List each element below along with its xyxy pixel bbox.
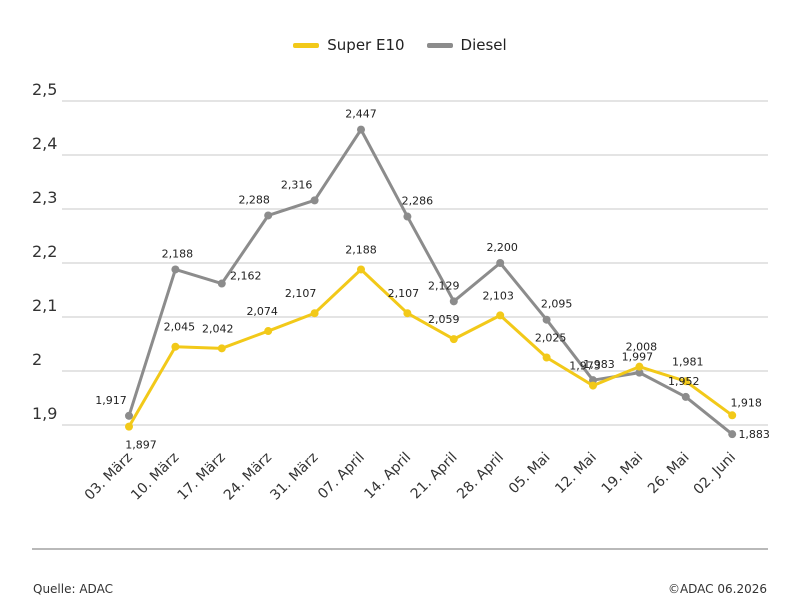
data-label-super-e10: 1,973	[569, 360, 601, 373]
footer-divider	[32, 548, 768, 550]
data-label-super-e10: 2,042	[202, 322, 234, 335]
y-tick-label: 2	[32, 350, 42, 369]
data-label-diesel: 2,129	[428, 279, 460, 292]
data-label-super-e10: 1,918	[730, 396, 762, 409]
x-tick-label: 07. April	[315, 450, 368, 503]
legend-label-super-e10: Super E10	[327, 36, 405, 54]
data-label-super-e10: 2,103	[482, 289, 514, 302]
y-tick-label: 1,9	[32, 404, 57, 423]
y-tick-label: 2,2	[32, 242, 57, 261]
y-tick-label: 2,3	[32, 188, 57, 207]
data-label-super-e10: 2,107	[285, 287, 317, 300]
data-point-diesel	[310, 196, 319, 205]
data-label-diesel: 2,286	[402, 195, 434, 208]
footer-copyright: ©ADAC 06.2026	[667, 582, 767, 596]
data-label-diesel: 1,883	[738, 428, 770, 441]
data-point-super-e10	[171, 342, 180, 351]
data-label-diesel: 1,952	[668, 375, 700, 388]
legend-label-diesel: Diesel	[460, 36, 507, 54]
x-tick-label: 10. März	[128, 450, 182, 504]
data-label-super-e10: 2,188	[345, 243, 377, 256]
data-label-diesel: 2,200	[486, 241, 518, 254]
series-line-super-e10	[127, 267, 734, 429]
data-label-diesel: 1,917	[95, 394, 127, 407]
data-point-super-e10	[449, 335, 458, 344]
data-label-diesel: 2,447	[345, 108, 377, 121]
data-point-diesel	[357, 125, 365, 134]
data-point-super-e10	[542, 353, 551, 362]
x-tick-label: 26. Mai	[645, 450, 693, 498]
data-point-super-e10	[264, 327, 273, 336]
x-tick-label: 05. Mai	[506, 450, 554, 498]
y-tick-label: 2,4	[32, 134, 57, 153]
data-label-diesel: 2,288	[238, 193, 270, 206]
footer-source: Quelle: ADAC	[33, 582, 113, 596]
data-point-diesel	[264, 211, 273, 220]
data-label-super-e10: 2,045	[164, 321, 196, 334]
data-point-super-e10	[357, 265, 365, 274]
legend-item-diesel: Diesel	[426, 36, 507, 54]
data-point-super-e10	[310, 309, 319, 318]
legend-swatch-super-e10	[293, 42, 320, 48]
data-point-diesel	[542, 315, 551, 324]
legend-item-super-e10: Super E10	[293, 36, 405, 54]
data-point-super-e10	[635, 362, 644, 371]
data-label-super-e10: 1,981	[672, 355, 704, 368]
data-label-diesel: 2,316	[281, 178, 313, 191]
data-point-diesel	[171, 265, 180, 274]
data-point-diesel	[449, 297, 458, 306]
x-tick-label: 21. April	[408, 450, 461, 503]
data-point-diesel	[681, 392, 690, 401]
data-point-super-e10	[728, 411, 737, 420]
data-point-super-e10	[496, 311, 505, 320]
data-point-super-e10	[681, 377, 690, 386]
data-label-super-e10: 2,107	[388, 287, 420, 300]
data-point-diesel	[403, 212, 412, 221]
data-point-diesel	[496, 259, 505, 267]
x-tick-label: 14. April	[361, 450, 414, 503]
x-tick-label: 24. März	[221, 450, 275, 504]
data-label-diesel: 2,162	[230, 270, 262, 283]
data-label-diesel: 2,095	[541, 298, 573, 311]
x-tick-label: 31. März	[267, 450, 321, 504]
series-line-diesel	[127, 128, 734, 436]
data-label-diesel: 1,983	[583, 358, 615, 371]
x-tick-label: 12. Mai	[552, 450, 600, 498]
data-point-super-e10	[403, 309, 412, 318]
data-point-super-e10	[125, 422, 133, 431]
x-tick-label: 03. März	[82, 450, 136, 504]
data-label-diesel: 2,188	[162, 247, 194, 260]
data-point-diesel	[728, 430, 737, 439]
x-tick-label: 17. März	[175, 450, 229, 504]
chart-legend: Super E10 Diesel	[0, 36, 800, 54]
legend-swatch-diesel	[426, 42, 453, 48]
y-tick-label: 2,1	[32, 296, 57, 315]
data-point-diesel	[125, 411, 133, 420]
data-label-super-e10: 2,008	[626, 341, 658, 354]
data-point-super-e10	[589, 381, 597, 390]
data-point-diesel	[217, 279, 226, 288]
data-label-super-e10: 2,025	[535, 332, 567, 345]
x-tick-label: 19. Mai	[599, 450, 647, 498]
data-label-super-e10: 1,897	[125, 439, 157, 452]
x-tick-label: 28. April	[454, 450, 507, 503]
data-point-super-e10	[217, 344, 226, 353]
data-label-diesel: 1,997	[622, 351, 654, 364]
y-tick-label: 2,5	[32, 80, 57, 99]
data-label-super-e10: 2,074	[246, 305, 278, 318]
x-tick-label: 02. Juni	[691, 450, 739, 498]
data-label-super-e10: 2,059	[428, 313, 460, 326]
data-point-diesel	[635, 368, 644, 377]
